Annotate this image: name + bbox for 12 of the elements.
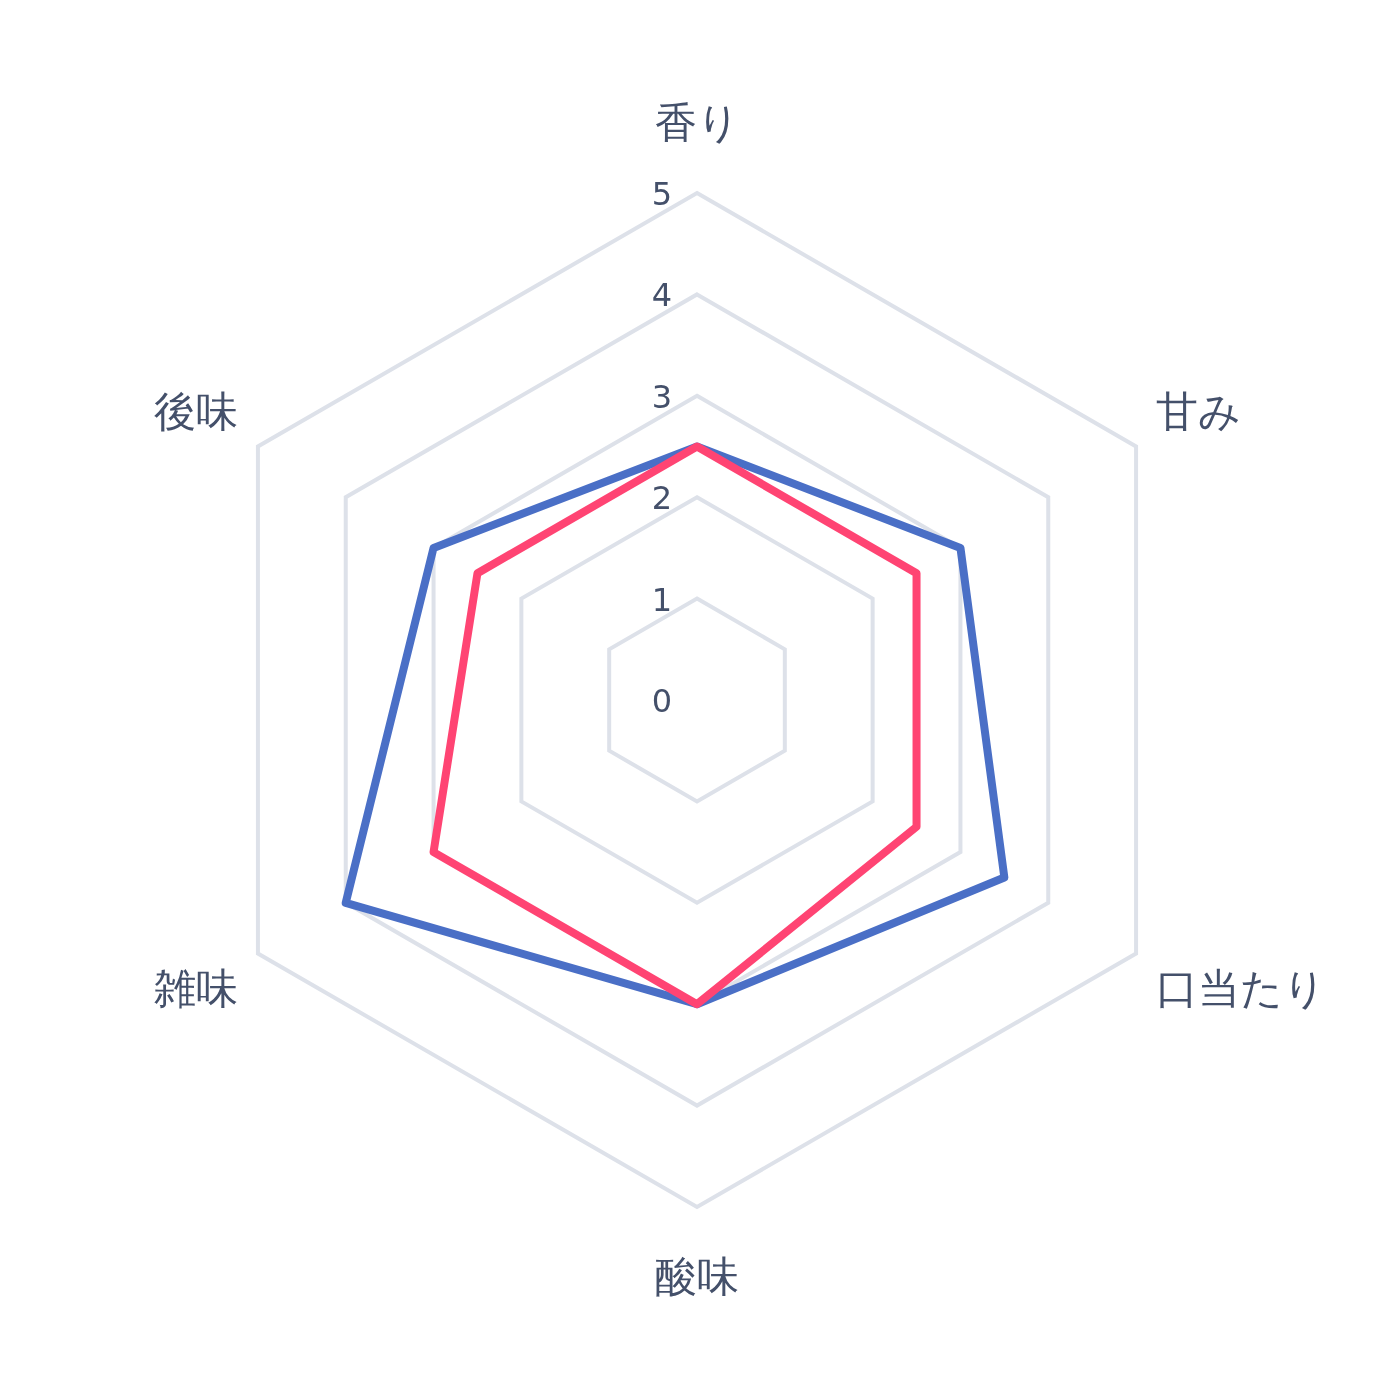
spoke-label: 香り xyxy=(654,98,740,147)
y-tick-label: 0 xyxy=(651,682,673,720)
y-tick-label: 1 xyxy=(651,580,673,619)
y-tick-label: 3 xyxy=(651,377,673,416)
spoke-label: 口当たり xyxy=(1156,963,1327,1013)
y-tick-label: 2 xyxy=(651,479,673,518)
spoke-label: 酸味 xyxy=(655,1252,739,1301)
spoke-label: 雑味 xyxy=(153,963,238,1013)
spoke-label: 甘み xyxy=(1156,386,1242,436)
y-tick-label: 4 xyxy=(651,276,673,315)
spoke-label: 後味 xyxy=(153,386,238,436)
y-tick-label: 5 xyxy=(651,175,673,213)
